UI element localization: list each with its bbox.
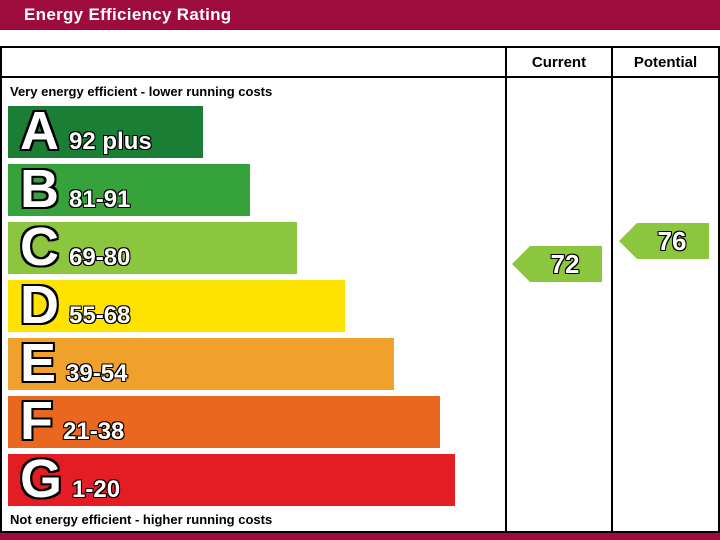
column-divider-potential xyxy=(611,48,613,531)
band-range-label: 1-20 xyxy=(72,476,121,503)
potential-rating-value: 76 xyxy=(657,225,687,256)
band-letter: B xyxy=(20,159,59,219)
bands-container: A 92 plus B 81-91 C 69-80 D 55-68 E 39-54 F 21-38 G 1… xyxy=(8,104,455,512)
band-range-label: 81-91 xyxy=(69,186,131,213)
band-range-label: 55-68 xyxy=(69,302,131,329)
title-bar: Energy Efficiency Rating xyxy=(0,0,720,30)
rating-table: Current Potential Very energy efficient … xyxy=(0,46,720,533)
current-rating-value: 72 xyxy=(550,248,580,279)
band-letter: E xyxy=(20,333,57,393)
band-b: B 81-91 xyxy=(8,162,250,216)
band-letter: G xyxy=(20,449,63,509)
potential-rating-arrow-icon: 76 xyxy=(619,223,709,259)
table-header-row: Current Potential xyxy=(2,48,718,78)
band-letter: D xyxy=(20,275,59,335)
band-d: D 55-68 xyxy=(8,278,345,332)
page-title: Energy Efficiency Rating xyxy=(24,5,232,24)
current-column-header: Current xyxy=(531,54,587,71)
band-letter: A xyxy=(20,101,59,161)
band-letter: F xyxy=(20,391,53,451)
band-g: G 1-20 xyxy=(8,452,455,506)
bottom-border-strip xyxy=(0,533,720,540)
band-a: A 92 plus xyxy=(8,104,203,158)
band-letter: C xyxy=(20,217,59,277)
band-range-label: 21-38 xyxy=(63,418,125,445)
band-c: C 69-80 xyxy=(8,220,297,274)
potential-column-header: Potential xyxy=(633,54,698,71)
top-caption: Very energy efficient - lower running co… xyxy=(10,84,273,99)
band-e: E 39-54 xyxy=(8,336,394,390)
band-range-label: 39-54 xyxy=(66,360,128,387)
bottom-caption: Not energy efficient - higher running co… xyxy=(10,512,273,527)
band-f: F 21-38 xyxy=(8,394,440,448)
band-range-label: 92 plus xyxy=(69,128,152,155)
column-divider-current xyxy=(505,48,507,531)
current-rating-arrow-icon: 72 xyxy=(512,246,602,282)
band-range-label: 69-80 xyxy=(69,244,131,271)
